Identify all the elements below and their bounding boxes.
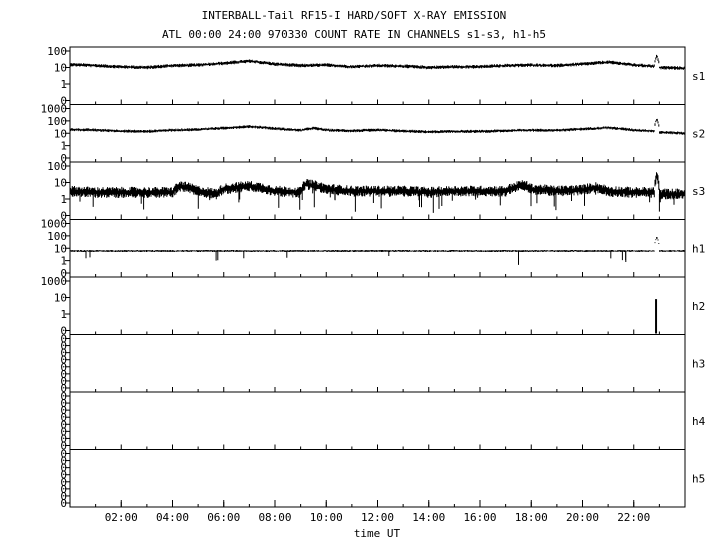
chart-panels: 1001010s110001001010s21001010s3100010010… <box>41 45 706 510</box>
x-tick-label: 18:00 <box>515 511 548 524</box>
channel-label: s3 <box>692 185 705 198</box>
panel-frame <box>69 104 686 163</box>
y-tick-label: 0 <box>60 462 67 475</box>
y-tick-label: 0 <box>60 210 67 223</box>
series-s1 <box>69 54 686 70</box>
y-tick-label: 1 <box>60 78 67 91</box>
x-tick-label: 16:00 <box>463 511 496 524</box>
y-tick-label: 0 <box>60 455 67 468</box>
x-tick-label: 08:00 <box>258 511 291 524</box>
series-s2 <box>69 118 686 135</box>
y-tick-label: 0 <box>60 397 67 410</box>
y-tick-label: 0 <box>60 497 67 510</box>
channel-label: h5 <box>692 472 705 485</box>
panel-frame <box>69 334 686 393</box>
y-tick-label: 10 <box>54 292 67 305</box>
channel-label: h4 <box>692 415 706 428</box>
y-tick-label: 100 <box>47 230 67 243</box>
y-tick-label: 0 <box>60 411 67 424</box>
y-tick-label: 1 <box>60 308 67 321</box>
y-tick-label: 10 <box>54 242 67 255</box>
y-tick-label: 0 <box>60 325 67 338</box>
y-tick-label: 0 <box>60 347 67 360</box>
y-tick-label: 0 <box>60 375 67 388</box>
panel-frame <box>69 276 686 335</box>
y-tick-label: 1000 <box>41 218 68 231</box>
panel-frame <box>69 391 686 450</box>
y-tick-label: 0 <box>60 361 67 374</box>
x-axis: 02:00 04:00 06:00 08:00 10:00 12:00 14:00 16:00… <box>105 500 650 524</box>
y-tick-label: 0 <box>60 267 67 280</box>
y-tick-label: 0 <box>60 469 67 482</box>
dips-s3 <box>79 185 675 213</box>
y-tick-label: 1000 <box>41 275 68 288</box>
y-tick-label: 0 <box>60 404 67 417</box>
y-tick-label: 0 <box>60 440 67 453</box>
y-tick-label: 1 <box>60 193 67 206</box>
channel-label: h3 <box>692 357 705 370</box>
y-tick-label: 100 <box>47 45 67 58</box>
y-tick-label: 0 <box>60 432 67 445</box>
y-tick-label: 10 <box>54 127 67 140</box>
x-tick-label: 04:00 <box>156 511 189 524</box>
x-tick-label: 14:00 <box>412 511 445 524</box>
y-tick-label: 1 <box>60 255 67 268</box>
x-tick-label: 10:00 <box>310 511 343 524</box>
x-tick-label: 02:00 <box>105 511 138 524</box>
y-tick-label: 0 <box>60 368 67 381</box>
series-s3 <box>69 172 686 200</box>
y-tick-label: 0 <box>60 340 67 353</box>
y-tick-label: 0 <box>60 425 67 438</box>
y-tick-label: 10 <box>54 177 67 190</box>
y-tick-label: 0 <box>60 382 67 395</box>
channel-label: s2 <box>692 127 705 140</box>
channel-label: h2 <box>692 300 705 313</box>
y-tick-label: 10 <box>54 62 67 75</box>
y-tick-label: 0 <box>60 354 67 367</box>
y-tick-label: 0 <box>60 95 67 108</box>
channel-label: s1 <box>692 70 705 83</box>
y-tick-label: 0 <box>60 490 67 503</box>
y-tick-label: 0 <box>60 476 67 489</box>
y-tick-label: 0 <box>60 152 67 165</box>
panel-frame <box>69 449 686 508</box>
y-tick-label: 0 <box>60 448 67 461</box>
panel-frame <box>69 46 686 105</box>
y-tick-label: 0 <box>60 418 67 431</box>
panel-frame <box>69 219 686 278</box>
series-h1 <box>69 237 686 252</box>
y-tick-label: 1000 <box>41 103 68 116</box>
chart-title: INTERBALL-Tail RF15-I HARD/SOFT X-RAY EM… <box>202 9 507 22</box>
y-tick-label: 0 <box>60 390 67 403</box>
x-tick-label: 06:00 <box>207 511 240 524</box>
y-tick-label: 0 <box>60 483 67 496</box>
chart-subtitle: ATL 00:00 24:00 970330 COUNT RATE IN CHA… <box>162 28 546 41</box>
y-tick-label: 100 <box>47 160 67 173</box>
y-tick-label: 0 <box>60 333 67 346</box>
x-tick-label: 20:00 <box>566 511 599 524</box>
x-axis-label: time UT <box>354 527 401 540</box>
x-tick-label: 12:00 <box>361 511 394 524</box>
y-tick-label: 1 <box>60 140 67 153</box>
x-tick-label: 22:00 <box>617 511 650 524</box>
dips-h1 <box>85 251 627 265</box>
y-tick-label: 100 <box>47 115 67 128</box>
channel-label: h1 <box>692 242 705 255</box>
